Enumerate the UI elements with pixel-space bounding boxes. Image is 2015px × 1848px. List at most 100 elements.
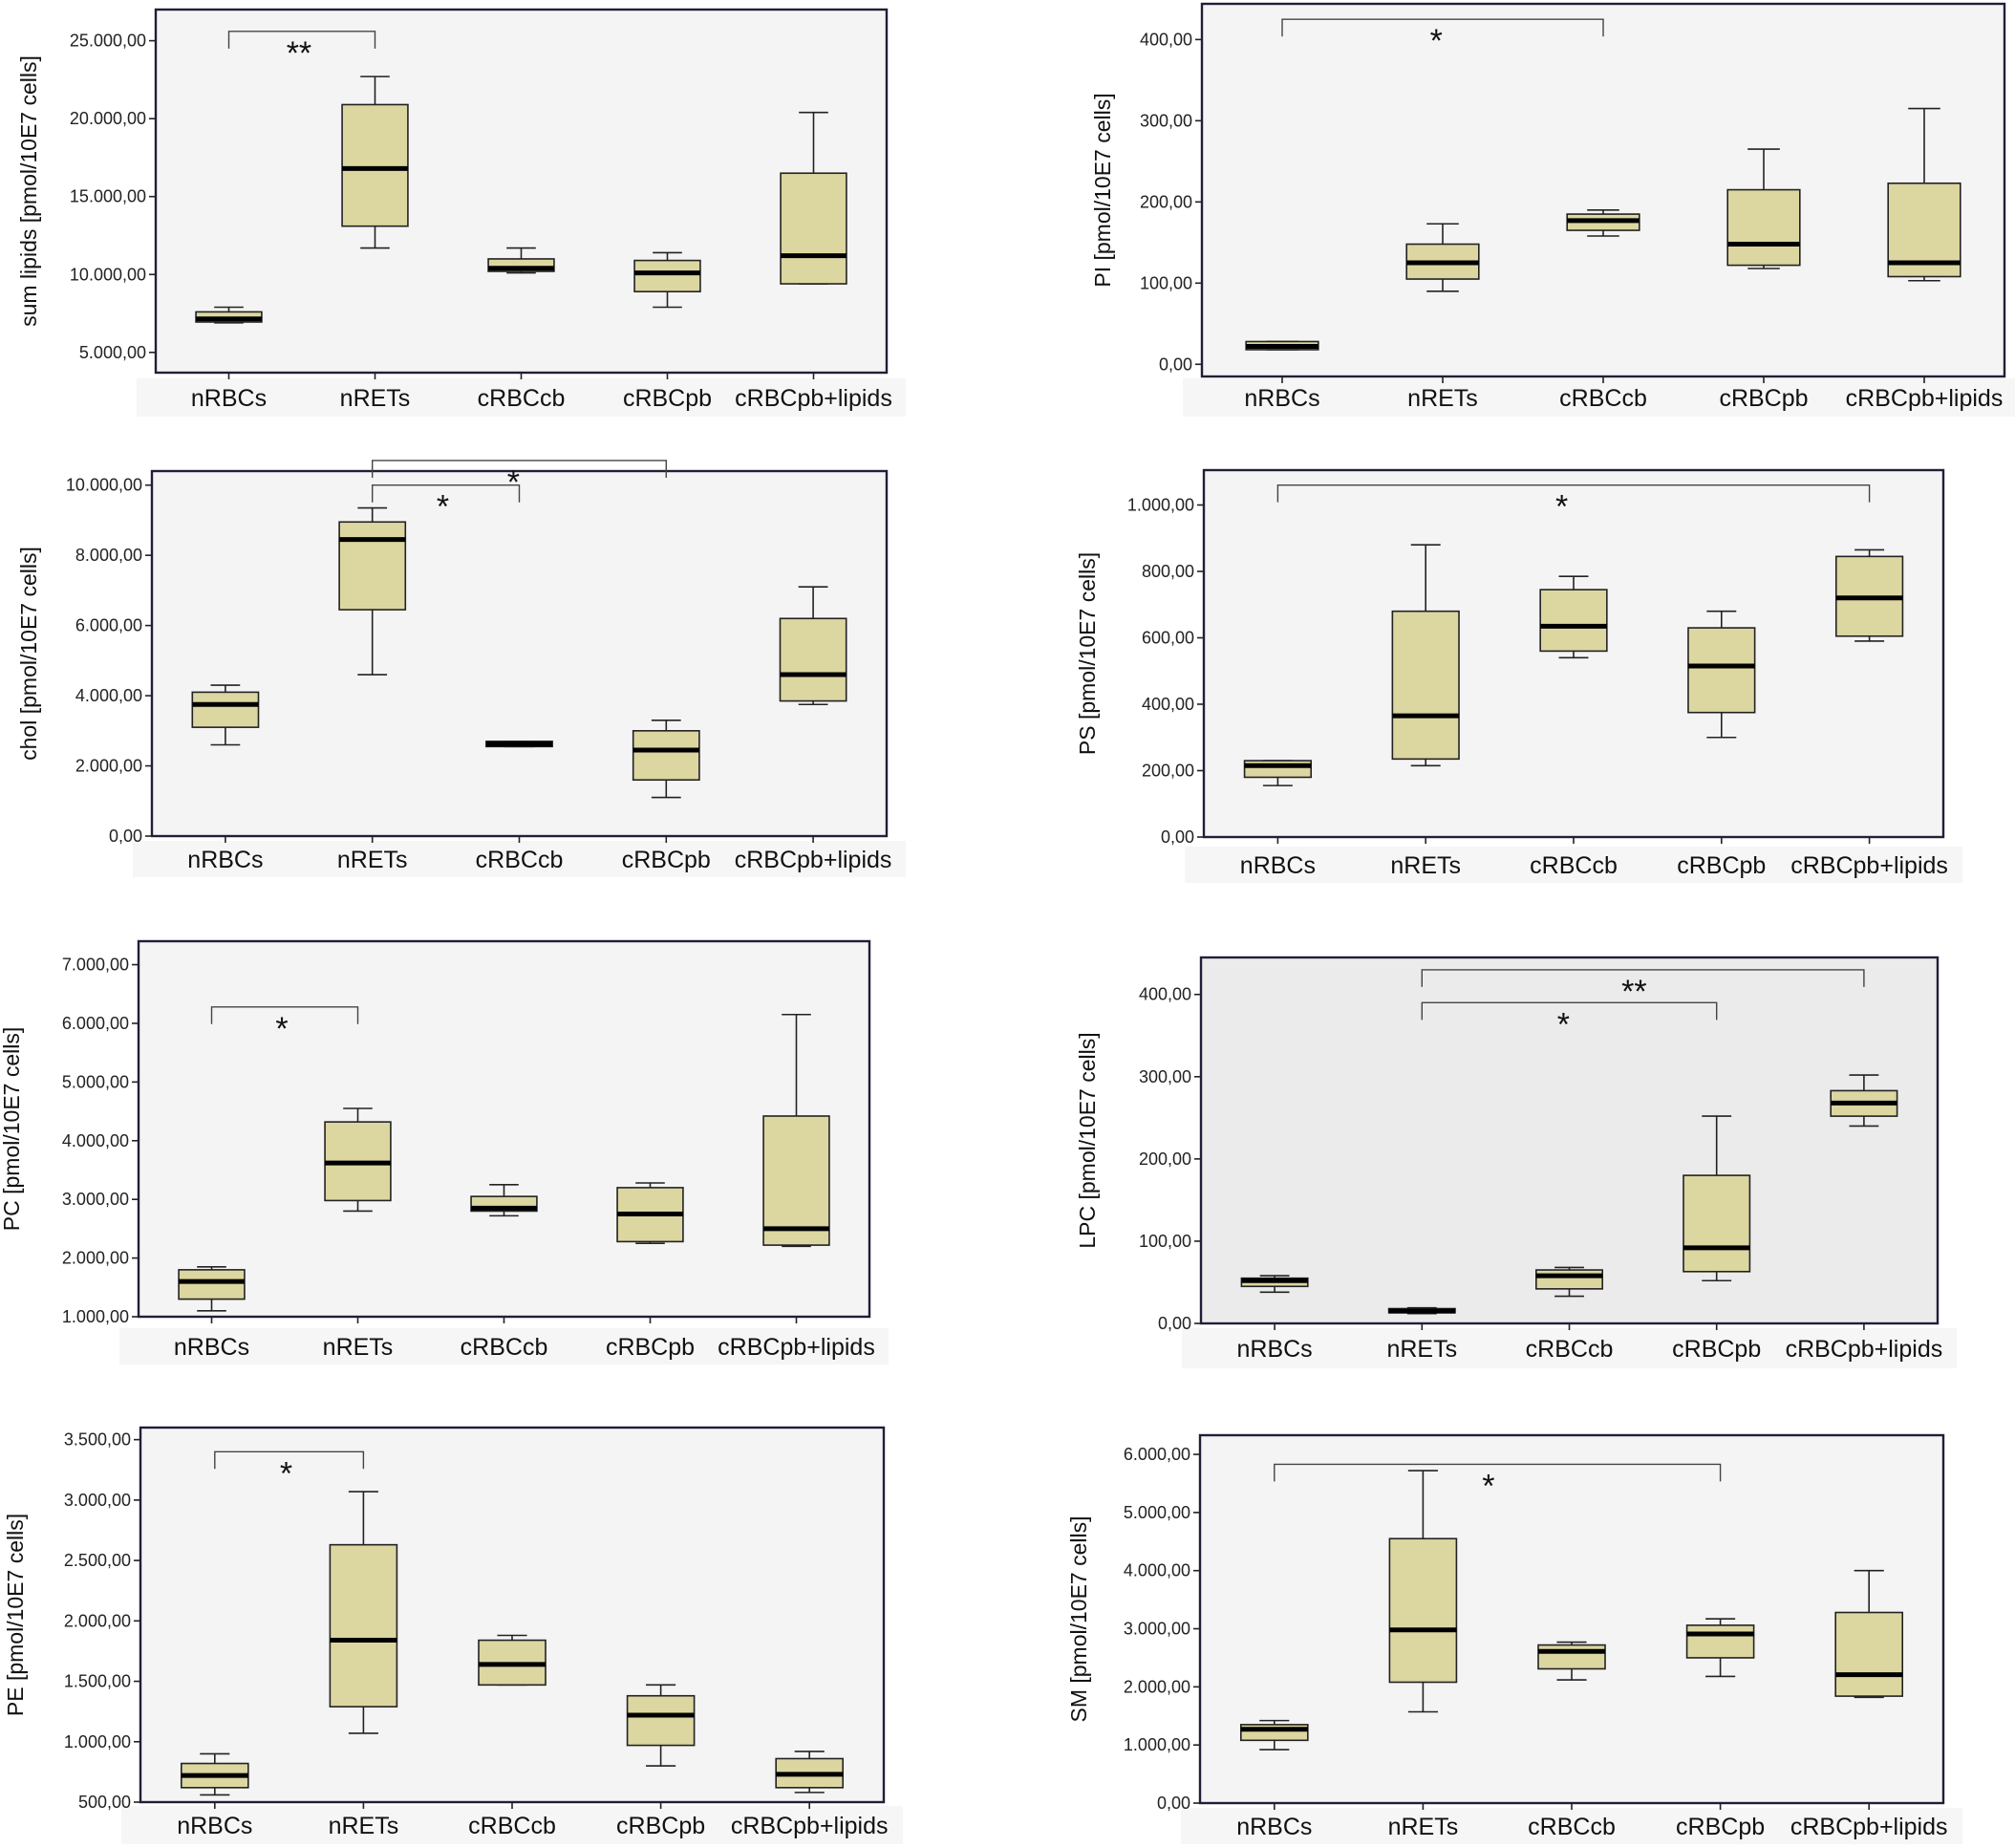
significance-bracket [227, 31, 376, 49]
y-tick-label: 3.000,00 [1124, 1620, 1190, 1639]
panel-2: 0,00 100,00 200,00 300,00 400,00 PI [pmol/10E… [1090, 2, 2015, 417]
category-label: cRBCcb [468, 1813, 556, 1839]
significance-bracket [1421, 969, 1865, 987]
category-label: nRETs [323, 1334, 394, 1361]
plot-area [150, 469, 889, 838]
category-label: cRBCpb+lipids [735, 385, 892, 412]
category-label: cRBCpb+lipids [1846, 385, 2004, 412]
iqr-box [178, 1269, 246, 1300]
category-label: nRETs [337, 847, 408, 873]
box-nRETs [1405, 223, 1480, 292]
y-tick-label: 6.000,00 [62, 1014, 129, 1033]
box-nRBCs [1239, 1719, 1309, 1751]
category-label: cRBCcb [476, 847, 564, 873]
significance-label: * [275, 1011, 288, 1047]
category-label: nRETs [340, 385, 411, 412]
box-cRBCpb [1685, 1618, 1755, 1678]
box-cRBCcb [478, 1634, 547, 1687]
category-label: nRETs [1407, 385, 1478, 412]
iqr-box [341, 103, 409, 227]
category-label: nRETs [1386, 1336, 1457, 1363]
y-tick-label: 100,00 [1139, 1232, 1191, 1251]
y-tick-label: 0,00 [109, 827, 142, 846]
y-tick-label: 10.000,00 [66, 476, 142, 495]
y-tick-label: 7.000,00 [62, 956, 129, 975]
y-tick-label: 300,00 [1140, 111, 1192, 130]
box-cRBCpb [1683, 1115, 1751, 1282]
category-label: cRBCcb [461, 1334, 548, 1361]
category-label: cRBCcb [1526, 1336, 1614, 1363]
category-label: nRETs [329, 1813, 399, 1839]
box-nRBCs [195, 306, 263, 324]
iqr-box [1243, 760, 1313, 779]
category-label: cRBCpb+lipids [731, 1813, 889, 1839]
box-cRBCcb [1539, 575, 1608, 659]
y-tick-label: 1.000,00 [62, 1307, 129, 1326]
y-tick-label: 25.000,00 [70, 32, 146, 51]
y-axis-label: LPC [pmol/10E7 cells] [1075, 1032, 1100, 1248]
y-tick-label: 20.000,00 [70, 109, 146, 128]
box-cRBCpb [626, 1684, 696, 1767]
iqr-box [1391, 610, 1460, 761]
category-label: nRBCs [1236, 1814, 1312, 1840]
box-cRBCpb+lipids [779, 586, 847, 706]
y-tick-label: 300,00 [1139, 1067, 1191, 1086]
category-strip [1183, 378, 2015, 417]
iqr-box [1687, 627, 1756, 714]
box-cRBCpb [616, 1182, 684, 1245]
y-tick-label: 600,00 [1142, 628, 1194, 647]
y-axis-label: SM [pmol/10E7 cells] [1066, 1515, 1091, 1722]
box-nRBCs [1243, 760, 1313, 786]
iqr-box [762, 1115, 830, 1246]
box-nRETs [1391, 544, 1460, 767]
category-label: cRBCpb [1672, 1336, 1761, 1363]
panel-6: 0,00 100,00 200,00 300,00 400,00 LPC [pmol/10… [1075, 956, 1957, 1368]
y-tick-label: 8.000,00 [75, 546, 142, 565]
box-nRETs [1388, 1470, 1458, 1713]
category-strip [119, 1328, 889, 1365]
panel-8: 0,00 1.000,00 2.000,00 3.000,00 4.000,00 5.00… [1066, 1433, 1962, 1844]
category-label: nRBCs [1240, 852, 1316, 879]
y-tick-label: 3.000,00 [64, 1491, 131, 1510]
category-label: nRBCs [174, 1334, 249, 1361]
box-nRBCs [1245, 340, 1319, 351]
category-label: cRBCcb [478, 385, 566, 412]
plot-area [1198, 1433, 1945, 1805]
panel-7: 500,00 1.000,00 1.500,00 2.000,00 2.500,00 3.… [3, 1426, 903, 1844]
box-nRETs [338, 506, 407, 676]
box-nRBCs [1240, 1275, 1309, 1294]
y-axis-label: sum lipids [pmol/10E7 cells] [16, 55, 41, 327]
category-label: cRBCpb [622, 847, 711, 873]
y-axis-label: PC [pmol/10E7 cells] [0, 1027, 24, 1231]
iqr-box [1683, 1174, 1751, 1273]
box-nRETs [329, 1491, 398, 1734]
significance-label: * [437, 489, 449, 526]
iqr-box [779, 617, 847, 702]
iqr-box [191, 691, 260, 728]
category-label: cRBCpb [606, 1334, 695, 1361]
significance-bracket [210, 1006, 359, 1024]
panel-5: 1.000,00 2.000,00 3.000,00 4.000,00 5.000,00… [0, 939, 889, 1365]
box-nRETs [341, 75, 409, 249]
y-tick-label: 400,00 [1140, 30, 1192, 49]
box-cRBCcb [485, 741, 553, 748]
box-cRBCcb [487, 247, 555, 274]
y-tick-label: 2.000,00 [62, 1249, 129, 1268]
box-cRBCpb+lipids [1834, 1569, 1904, 1699]
category-label: nRBCs [1237, 1336, 1313, 1363]
category-label: cRBCpb+lipids [1790, 1814, 1948, 1840]
y-tick-label: 5.000,00 [79, 343, 146, 362]
box-cRBCpb+lipids [762, 1013, 830, 1248]
iqr-box [1537, 1644, 1606, 1670]
y-tick-label: 5.000,00 [62, 1072, 129, 1091]
box-cRBCpb+lipids [1887, 107, 1961, 282]
box-nRBCs [178, 1266, 246, 1312]
y-axis-label: PS [pmol/10E7 cells] [1075, 552, 1100, 755]
y-axis-label: PE [pmol/10E7 cells] [3, 1514, 28, 1716]
significance-label: * [1430, 23, 1443, 59]
category-strip [137, 378, 906, 417]
box-cRBCpb [633, 251, 701, 309]
iqr-box [1388, 1537, 1458, 1684]
y-tick-label: 0,00 [1159, 355, 1192, 374]
